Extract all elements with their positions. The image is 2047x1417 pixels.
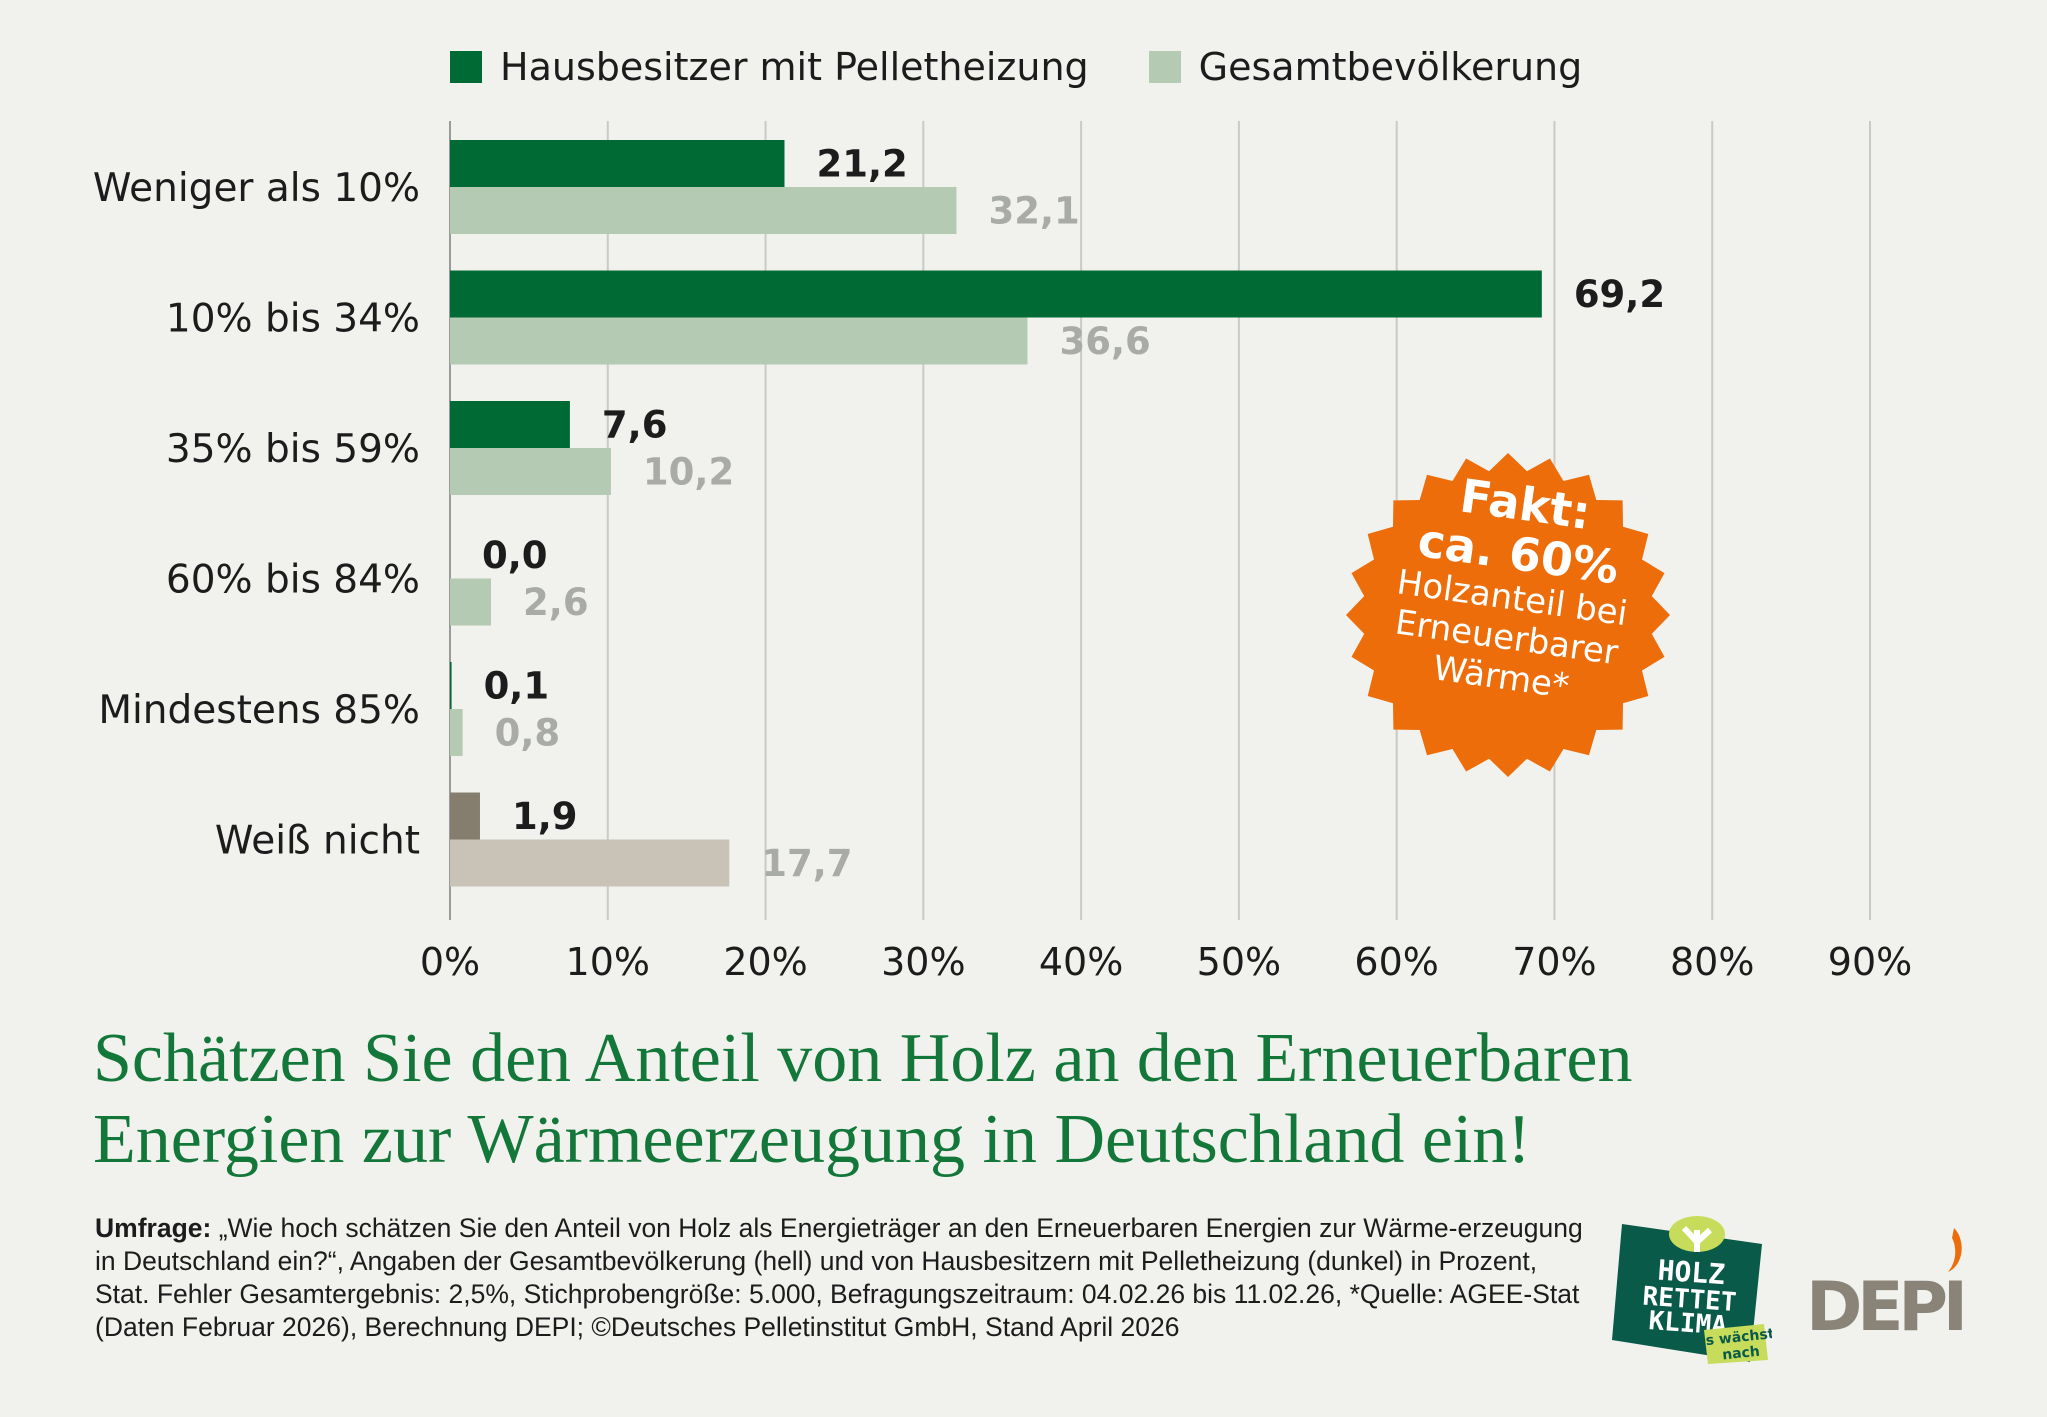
x-tick-label: 0% xyxy=(420,940,480,984)
category-label: Weniger als 10% xyxy=(93,166,420,211)
data-label: 32,1 xyxy=(988,190,1079,233)
logo-text: nach xyxy=(1721,1344,1760,1364)
legend-swatch-dark xyxy=(450,51,482,83)
x-tick-label: 40% xyxy=(1039,940,1123,984)
badge-text: Fakt: ca. 60% Holzanteil bei Erneuerbare… xyxy=(1324,456,1693,799)
x-tick-label: 20% xyxy=(723,940,807,984)
x-tick-label: 50% xyxy=(1197,940,1281,984)
data-label: 1,9 xyxy=(512,795,578,838)
badge-starburst xyxy=(1346,453,1670,777)
bar-gesamt xyxy=(450,709,463,756)
x-tick-label: 60% xyxy=(1354,940,1438,984)
bar-gesamt xyxy=(450,839,730,887)
footnote-text: „Wie hoch schätzen Sie den Anteil von Ho… xyxy=(95,1213,1583,1342)
logo-text: DEPI xyxy=(1806,1268,1968,1340)
bar-gesamt xyxy=(450,578,492,626)
bar-hausbesitzer xyxy=(450,270,1542,318)
footnote: Umfrage: „Wie hoch schätzen Sie den Ante… xyxy=(95,1212,1585,1344)
category-label: 60% bis 84% xyxy=(166,558,420,603)
bar-gesamt xyxy=(450,448,611,495)
data-label: 0,1 xyxy=(484,665,550,708)
category-label: 35% bis 59% xyxy=(166,427,420,472)
data-label: 0,8 xyxy=(495,712,561,755)
category-label: Mindestens 85% xyxy=(98,688,420,733)
legend-label: Gesamtbevölkerung xyxy=(1198,45,1583,89)
depi-logo: DEPI xyxy=(1806,1228,1968,1340)
x-tick-label: 10% xyxy=(566,940,650,984)
bar-gesamt xyxy=(450,187,957,234)
data-label: 17,7 xyxy=(761,842,852,885)
logo-text: RETTET xyxy=(1642,1282,1738,1318)
chart-title: Schätzen Sie den Anteil von Holz an den … xyxy=(93,1018,1632,1180)
bar-chart: 0% 10% 20% 30% 40% 50% 60% 70% 80% 90% Weniger als… xyxy=(93,121,1912,984)
title-line: Energien zur Wärmeerzeugung in Deutschla… xyxy=(93,1101,1531,1178)
bar-hausbesitzer xyxy=(450,140,785,187)
holz-rettet-klima-logo: HOLZ RETTET KLIMA Es wächst nach xyxy=(1612,1216,1772,1364)
data-label: 7,6 xyxy=(602,404,668,447)
x-tick-label: 30% xyxy=(881,940,965,984)
legend-item-hausbesitzer: Hausbesitzer mit Pelletheizung xyxy=(450,45,1089,89)
data-label: 21,2 xyxy=(816,143,907,186)
logo-text: HOLZ xyxy=(1657,1254,1727,1292)
data-label: 0,0 xyxy=(482,534,548,577)
footnote-label: Umfrage: xyxy=(95,1213,212,1243)
fact-badge xyxy=(1346,453,1670,777)
bar-hausbesitzer xyxy=(450,401,570,448)
title-line: Schätzen Sie den Anteil von Holz an den … xyxy=(93,1020,1633,1097)
legend-label: Hausbesitzer mit Pelletheizung xyxy=(500,45,1089,89)
data-label: 69,2 xyxy=(1574,273,1665,316)
x-tick-label: 90% xyxy=(1828,940,1912,984)
legend: Hausbesitzer mit Pelletheizung Gesamtbev… xyxy=(450,45,1642,89)
category-label: 10% bis 34% xyxy=(166,297,420,342)
category-label: Weiß nicht xyxy=(215,819,420,864)
legend-swatch-light xyxy=(1148,51,1181,83)
data-label: 10,2 xyxy=(643,451,734,494)
legend-item-gesamt: Gesamtbevölkerung xyxy=(1148,45,1583,89)
bar-hausbesitzer xyxy=(450,792,480,840)
bar-gesamt xyxy=(450,317,1028,365)
data-label: 2,6 xyxy=(523,581,589,624)
bar-hausbesitzer xyxy=(450,662,452,709)
x-tick-label: 80% xyxy=(1670,940,1754,984)
x-tick-label: 70% xyxy=(1512,940,1596,984)
data-label: 36,6 xyxy=(1059,320,1150,363)
